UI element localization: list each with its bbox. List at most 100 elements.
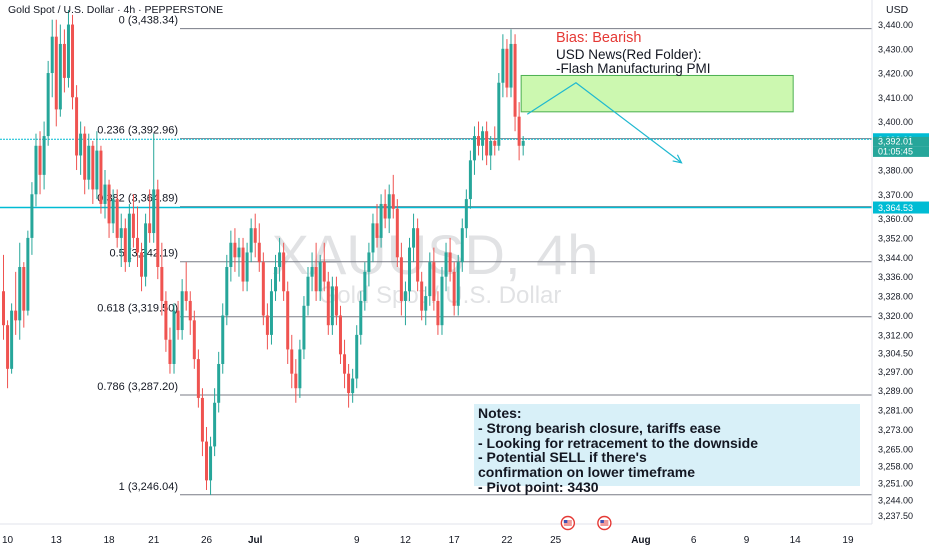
time-label: 13 xyxy=(51,535,63,546)
candle-body xyxy=(399,257,403,301)
time-label: 10 xyxy=(2,535,14,546)
notes-line: confirmation on lower timeframe xyxy=(478,464,696,481)
candle-body xyxy=(131,213,135,238)
notes-line: - Looking for retracement to the downsid… xyxy=(478,434,759,451)
candle-body xyxy=(180,291,184,331)
time-label: 22 xyxy=(501,535,513,546)
candle xyxy=(196,349,200,408)
price-tick: 3,430.00 xyxy=(878,44,913,54)
candle-body xyxy=(26,237,30,311)
candle-body xyxy=(91,145,95,190)
price-tick: 3,344.00 xyxy=(878,253,913,263)
candle xyxy=(66,10,70,88)
candle-body xyxy=(140,252,144,277)
candle-body xyxy=(521,140,525,146)
candle-body xyxy=(343,354,347,374)
horizontal-lines[interactable] xyxy=(0,138,872,209)
candle-body xyxy=(83,133,87,180)
candle xyxy=(103,170,107,219)
candle xyxy=(144,213,148,287)
fib-label: 0.786 (3,287.20) xyxy=(97,381,178,393)
fib-label: 0.5 (3,342.19) xyxy=(110,248,179,260)
candle xyxy=(184,262,188,311)
candle xyxy=(282,242,286,301)
candle-body xyxy=(318,262,322,292)
time-label: 6 xyxy=(691,535,697,546)
price-tick: 3,420.00 xyxy=(878,69,913,79)
us-flag-event-icon xyxy=(597,515,612,531)
candle xyxy=(26,230,30,316)
candle-body xyxy=(460,228,464,263)
candle-body xyxy=(428,262,432,297)
supply-zone[interactable] xyxy=(520,74,794,113)
notes-line: - Pivot point: 3430 xyxy=(478,478,599,495)
candle-body xyxy=(75,97,79,156)
time-label: 25 xyxy=(550,535,562,546)
candle xyxy=(18,242,22,340)
price-tick: 3,304.50 xyxy=(878,349,913,359)
candle xyxy=(351,368,355,403)
candle-body xyxy=(424,296,428,311)
candle-body xyxy=(347,373,351,394)
candle-body xyxy=(95,150,99,190)
candle xyxy=(257,223,261,272)
candle xyxy=(115,189,119,248)
candle-body xyxy=(196,359,200,398)
candle xyxy=(444,242,448,292)
candle-body xyxy=(501,48,505,83)
candle xyxy=(363,262,367,311)
candle-body xyxy=(432,262,436,301)
candle xyxy=(412,213,416,263)
candle xyxy=(225,254,229,326)
price-tick: 3,265.00 xyxy=(878,444,913,454)
candle-body xyxy=(395,208,399,258)
candle xyxy=(140,242,144,292)
candle xyxy=(265,303,269,350)
candle xyxy=(6,320,10,389)
candle-body xyxy=(34,145,38,195)
candle-body xyxy=(200,397,204,442)
candle-body xyxy=(38,145,42,175)
candle xyxy=(298,339,302,398)
candle xyxy=(387,184,391,234)
candle-body xyxy=(152,189,156,234)
candle-body xyxy=(18,267,22,321)
candle xyxy=(269,279,273,345)
candle xyxy=(468,150,472,209)
price-tick: 3,370.00 xyxy=(878,190,913,200)
candle-body xyxy=(416,228,420,282)
fib-label: 0 (3,438.34) xyxy=(119,15,178,27)
candle-body xyxy=(481,131,485,146)
candle xyxy=(379,194,383,248)
candle-body xyxy=(464,199,468,229)
candle xyxy=(152,133,156,243)
candle xyxy=(180,279,184,340)
price-tick: 3,400.00 xyxy=(878,117,913,127)
projection-arrow[interactable] xyxy=(526,82,683,164)
price-axis[interactable] xyxy=(871,0,932,550)
candle xyxy=(237,237,241,277)
candle xyxy=(156,179,160,280)
candle xyxy=(241,237,245,292)
candle xyxy=(172,303,176,374)
candle-body xyxy=(452,271,456,306)
candle-body xyxy=(22,267,26,311)
candle-body xyxy=(156,189,160,267)
candle-body xyxy=(6,325,10,369)
candle xyxy=(302,296,306,360)
candle xyxy=(131,194,135,248)
notes-line: - Potential SELL if there's xyxy=(478,449,647,466)
candle-body xyxy=(205,441,208,481)
candle xyxy=(306,267,310,316)
candle xyxy=(513,34,517,132)
flag-stripes xyxy=(563,520,572,526)
candle xyxy=(517,102,521,161)
candle xyxy=(436,291,440,335)
candle-body xyxy=(383,203,387,219)
candlesticks xyxy=(2,10,525,495)
candle xyxy=(274,254,278,301)
candle-body xyxy=(379,203,383,238)
economic-events[interactable] xyxy=(560,515,612,531)
candle-body xyxy=(160,267,164,301)
